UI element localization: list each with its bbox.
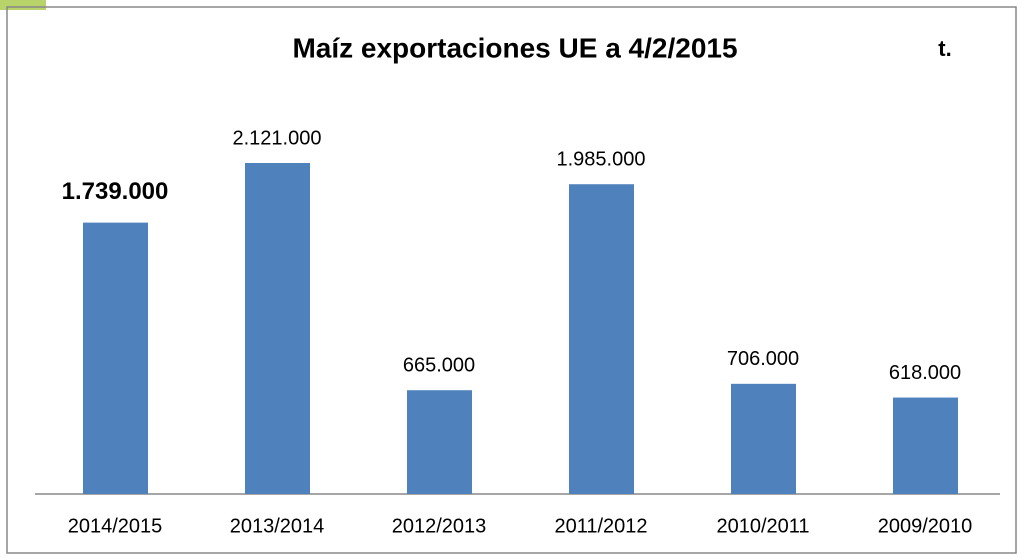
- data-label: 618.000: [889, 362, 961, 384]
- bar: [569, 184, 634, 495]
- x-tick-label: 2009/2010: [878, 515, 973, 537]
- data-label: 665.000: [403, 355, 475, 377]
- data-label: 1.739.000: [62, 178, 169, 205]
- bar: [245, 163, 310, 494]
- x-tick-label: 2013/2014: [230, 515, 325, 537]
- x-tick-label: 2014/2015: [68, 515, 163, 537]
- bar: [731, 383, 796, 494]
- x-tick-label: 2012/2013: [392, 515, 487, 537]
- bar: [893, 397, 958, 494]
- data-label: 2.121.000: [233, 127, 322, 149]
- bar: [83, 222, 148, 495]
- data-label: 1.985.000: [557, 149, 646, 171]
- x-tick-label: 2011/2012: [554, 515, 647, 537]
- unit-label: t.: [938, 36, 951, 61]
- x-tick-label: 2010/2011: [716, 515, 809, 537]
- chart-title: Maíz exportaciones UE a 4/2/2015: [292, 32, 737, 63]
- chart-frame: [6, 6, 1017, 554]
- bar: [407, 390, 472, 494]
- logo-fragment: [0, 0, 46, 10]
- data-label: 706.000: [727, 348, 799, 370]
